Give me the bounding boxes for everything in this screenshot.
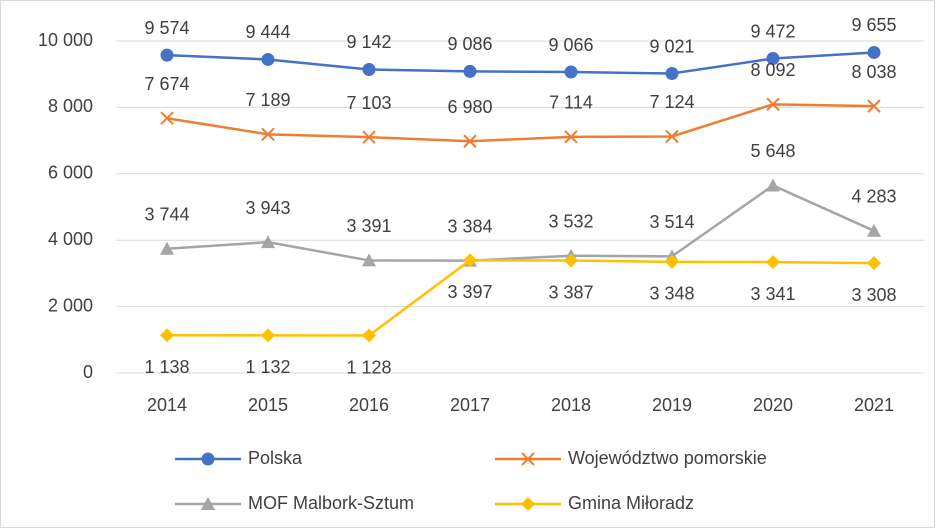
data-label: 3 514 <box>649 212 694 232</box>
marker <box>463 134 477 148</box>
legend-label: Gmina Miłoradz <box>568 493 694 513</box>
marker <box>362 253 376 267</box>
marker <box>362 328 376 343</box>
legend-label: MOF Malbork-Sztum <box>248 493 414 513</box>
marker <box>463 64 477 78</box>
data-label: 9 444 <box>245 22 290 42</box>
marker <box>261 52 275 66</box>
marker <box>564 65 578 79</box>
series-line <box>166 184 875 262</box>
data-label: 3 387 <box>548 282 593 302</box>
y-tick-label: 0 <box>83 362 93 382</box>
marker <box>261 328 275 343</box>
y-tick-label: 8 000 <box>48 96 93 116</box>
legend-marker <box>521 452 535 466</box>
x-tick-label: 2016 <box>349 395 389 415</box>
data-label: 9 086 <box>447 34 492 54</box>
marker <box>665 67 679 81</box>
marker <box>261 235 275 249</box>
data-label: 3 308 <box>851 285 896 305</box>
data-label: 9 655 <box>851 15 896 35</box>
x-tick-label: 2014 <box>147 395 187 415</box>
legend-marker <box>201 452 215 466</box>
marker <box>160 111 174 125</box>
data-label: 7 103 <box>346 93 391 113</box>
marker <box>867 99 881 113</box>
data-label: 1 132 <box>245 357 290 377</box>
marker <box>766 97 780 112</box>
data-label: 5 648 <box>750 141 795 161</box>
data-label: 8 092 <box>750 60 795 80</box>
data-label: 3 341 <box>750 284 795 304</box>
marker <box>160 328 174 343</box>
marker <box>867 256 881 271</box>
marker <box>362 130 376 144</box>
x-tick-label: 2021 <box>854 395 894 415</box>
data-label: 7 114 <box>549 93 593 113</box>
data-label: 9 066 <box>548 35 593 55</box>
y-tick-label: 2 000 <box>48 295 93 315</box>
data-label: 7 124 <box>649 92 694 112</box>
marker <box>867 45 881 59</box>
legend-marker <box>201 497 215 510</box>
marker <box>261 127 275 142</box>
y-tick-label: 4 000 <box>48 229 93 249</box>
marker <box>665 129 679 144</box>
data-label: 4 283 <box>851 187 896 207</box>
data-label: 9 472 <box>750 21 795 41</box>
legend-label: Polska <box>248 448 303 468</box>
data-label: 3 943 <box>245 198 290 218</box>
x-tick-label: 2020 <box>753 395 793 415</box>
y-tick-label: 6 000 <box>48 163 93 183</box>
x-tick-label: 2018 <box>551 395 591 415</box>
data-label: 8 038 <box>851 62 896 82</box>
marker <box>463 253 477 268</box>
marker <box>160 241 174 255</box>
data-label: 1 128 <box>346 357 391 377</box>
marker <box>362 62 376 76</box>
series-line <box>166 51 875 75</box>
data-label: 7 189 <box>245 90 290 110</box>
data-label: 3 744 <box>144 204 189 224</box>
marker <box>564 253 578 268</box>
data-label: 9 142 <box>346 32 391 52</box>
data-label: 9 021 <box>649 36 694 56</box>
data-label: 3 532 <box>548 211 593 231</box>
data-label: 3 397 <box>447 282 492 302</box>
data-label: 3 348 <box>649 284 694 304</box>
x-tick-label: 2015 <box>248 395 288 415</box>
data-label: 3 391 <box>346 216 391 236</box>
y-tick-label: 10 000 <box>38 30 93 50</box>
marker <box>766 52 780 66</box>
legend-label: Województwo pomorskie <box>568 448 767 468</box>
x-tick-label: 2019 <box>652 395 692 415</box>
marker <box>766 178 780 192</box>
marker <box>564 130 578 144</box>
data-label: 7 674 <box>144 74 189 94</box>
x-tick-label: 2017 <box>450 395 490 415</box>
marker <box>766 255 780 270</box>
data-label: 9 574 <box>144 18 189 38</box>
series-line <box>166 103 875 143</box>
series-line <box>166 258 875 337</box>
marker <box>665 254 679 269</box>
marker <box>867 223 881 237</box>
legend-marker <box>521 497 535 511</box>
data-label: 6 980 <box>447 97 492 117</box>
data-label: 3 384 <box>447 216 492 236</box>
marker <box>160 48 174 62</box>
data-label: 1 138 <box>144 357 189 377</box>
